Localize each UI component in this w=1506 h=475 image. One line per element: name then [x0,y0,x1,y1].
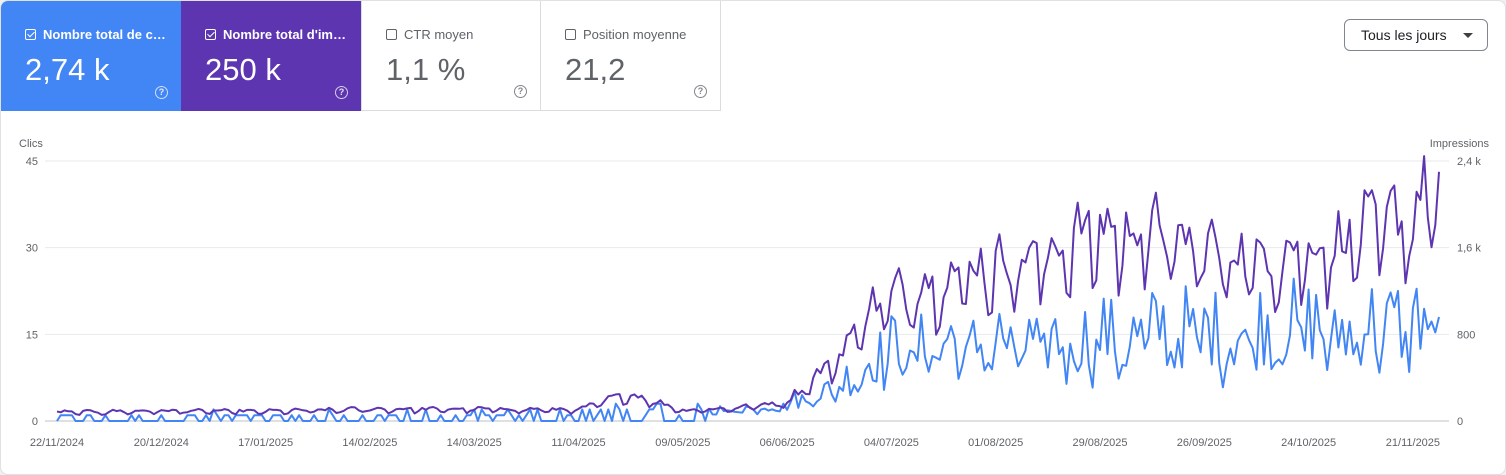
impressions-line [56,155,1440,416]
right-axis-tick: 800 [1457,329,1475,341]
x-axis-tick: 14/02/2025 [342,437,397,449]
left-axis-ticks: 0 15 30 45 [26,156,38,428]
checkbox-unchecked-icon[interactable] [386,29,397,40]
checkbox-checked-icon[interactable] [205,29,216,40]
metric-average-position[interactable]: Position moyenne 21,2 ? [541,1,721,111]
x-axis-tick: 22/11/2024 [30,437,84,449]
left-axis-tick: 0 [32,416,38,428]
metric-total-impressions[interactable]: Nombre total d'im… 250 k ? [181,1,361,111]
period-dropdown[interactable]: Tous les jours [1344,19,1488,51]
gridlines [45,160,1449,422]
x-axis-tick: 04/07/2025 [864,437,919,449]
metric-value: 1,1 % [386,52,466,87]
help-icon[interactable]: ? [155,86,168,99]
series-lines [56,155,1440,422]
metric-value: 250 k [205,52,281,87]
left-axis-tick: 45 [26,156,38,168]
x-axis-tick: 01/08/2025 [968,437,1023,449]
right-axis-title: Impressions [1430,138,1490,150]
metric-value: 2,74 k [25,52,110,87]
x-axis-tick: 29/08/2025 [1072,437,1127,449]
period-dropdown-label: Tous les jours [1361,27,1447,43]
x-axis-tick: 09/05/2025 [655,437,710,449]
metric-average-ctr[interactable]: CTR moyen 1,1 % ? [361,1,541,111]
right-axis-tick: 1,6 k [1457,243,1481,255]
left-axis-tick: 15 [26,329,38,341]
right-axis-tick: 2,4 k [1457,156,1481,168]
left-axis-tick: 30 [26,243,38,255]
x-axis-tick: 06/06/2025 [760,437,815,449]
x-axis-tick: 26/09/2025 [1177,437,1232,449]
x-axis-tick: 14/03/2025 [447,437,502,449]
left-axis-title: Clics [19,138,43,150]
caret-down-icon [1463,33,1473,38]
x-axis-tick: 11/04/2025 [551,437,605,449]
x-axis-tick: 21/11/2025 [1386,437,1440,449]
clicks-line [56,277,1440,422]
help-icon[interactable]: ? [694,85,707,98]
right-axis-tick: 0 [1457,416,1463,428]
help-icon[interactable]: ? [335,86,348,99]
x-axis-tick: 20/12/2024 [134,437,189,449]
metric-value: 21,2 [565,52,626,87]
x-axis-ticks: 22/11/2024 20/12/2024 17/01/2025 14/02/2025… [30,437,1440,449]
checkbox-checked-icon[interactable] [25,29,36,40]
metric-total-clicks[interactable]: Nombre total de c… 2,74 k ? [1,1,181,111]
checkbox-unchecked-icon[interactable] [565,29,576,40]
x-axis-tick: 24/10/2025 [1281,437,1336,449]
x-axis-tick: 17/01/2025 [238,437,293,449]
right-axis-ticks: 0 800 1,6 k 2,4 k [1457,156,1481,428]
help-icon[interactable]: ? [514,85,527,98]
